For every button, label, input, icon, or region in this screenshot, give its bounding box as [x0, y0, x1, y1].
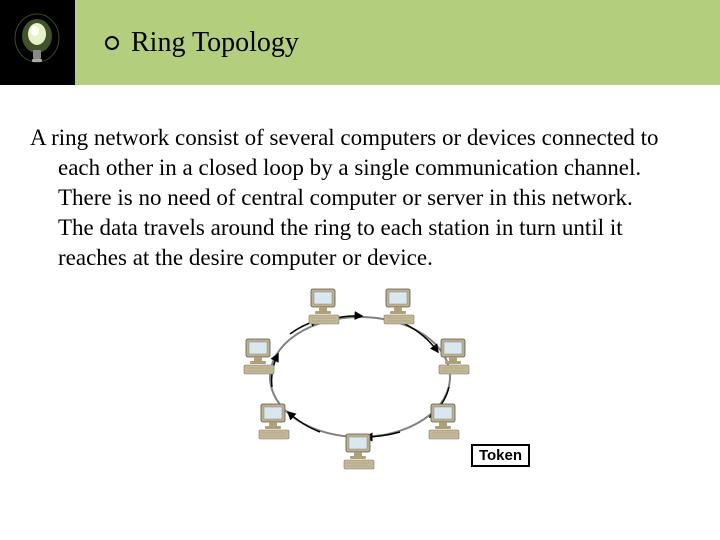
- title-area: Ring Topology: [75, 27, 299, 59]
- bullet-icon: [105, 36, 119, 50]
- computer-node: [305, 287, 347, 327]
- computer-node: [425, 402, 467, 442]
- slide-title: Ring Topology: [131, 27, 299, 59]
- ring-diagram: Token: [210, 282, 510, 477]
- computer-node: [240, 337, 282, 377]
- body-paragraph: A ring network consist of several comput…: [0, 85, 720, 272]
- token-label: Token: [471, 444, 530, 467]
- computer-node: [380, 287, 422, 327]
- computer-node: [340, 432, 382, 472]
- computer-node: [255, 402, 297, 442]
- body-text-content: A ring network consist of several comput…: [30, 123, 670, 272]
- header-icon-box: [0, 0, 75, 85]
- header-band: Ring Topology: [0, 0, 720, 85]
- computer-node: [435, 337, 477, 377]
- lightbulb-icon: [10, 10, 65, 75]
